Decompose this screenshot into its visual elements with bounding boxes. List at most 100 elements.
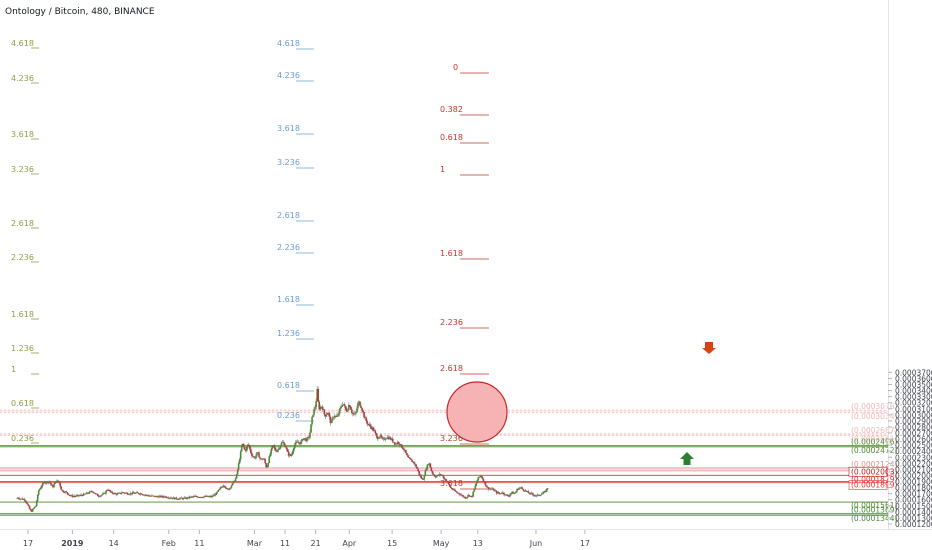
candle-body xyxy=(448,484,451,487)
candle-body xyxy=(535,495,538,497)
candle-body xyxy=(428,463,431,465)
fib-level-label: 2.236 xyxy=(277,243,300,252)
candle-body xyxy=(104,493,106,494)
candle-body xyxy=(378,437,381,439)
candle-body xyxy=(98,496,100,497)
candle-body xyxy=(440,474,443,476)
candle-body xyxy=(51,484,53,486)
candle-body xyxy=(285,447,288,450)
candle-body xyxy=(510,493,512,495)
time-axis[interactable]: 17 2019 14 Feb 11 Mar 11 21 Apr 15 May 13 Jun 17 xyxy=(23,530,590,548)
candle-body xyxy=(97,494,99,497)
fib-level-label: 1.618 xyxy=(277,295,300,304)
candle-body xyxy=(126,492,129,495)
candle-body xyxy=(49,481,51,483)
candle-body xyxy=(525,490,528,492)
fib-level-label: 0 xyxy=(453,63,458,72)
candle-body xyxy=(545,488,548,492)
candle-body xyxy=(84,493,87,495)
candle-body xyxy=(531,493,534,495)
y-tick-label: 0.0001400 xyxy=(895,508,932,517)
fib-level-label: 0.236 xyxy=(277,411,300,420)
candle-body xyxy=(258,452,260,458)
candle-body xyxy=(536,494,539,496)
candle-body xyxy=(21,498,24,500)
candle-body xyxy=(28,505,31,509)
candle-body xyxy=(409,457,411,459)
candle-body xyxy=(69,495,72,496)
candle-body xyxy=(319,407,322,410)
candle-body xyxy=(377,438,380,440)
candle-body xyxy=(283,443,286,446)
candle-body xyxy=(87,493,90,494)
candle-body xyxy=(34,505,37,507)
candle-body xyxy=(38,488,41,491)
candle-body xyxy=(252,455,254,457)
level-price-label: (0.0002496) xyxy=(851,437,897,446)
candle-body xyxy=(513,493,515,495)
x-tick-label: 11 xyxy=(280,539,290,548)
fib-level-label: 1.236 xyxy=(277,329,300,338)
candle-body xyxy=(487,487,490,490)
candle-body xyxy=(404,449,406,451)
candle-body xyxy=(165,496,168,498)
candle-body xyxy=(225,488,228,489)
candle-body xyxy=(215,492,217,496)
level-price-label: (0.0001561) xyxy=(851,501,897,510)
candle-body xyxy=(311,416,313,425)
candle-body xyxy=(64,491,67,493)
x-tick-label: 13 xyxy=(473,539,483,548)
candle-body xyxy=(394,443,397,445)
candle-body xyxy=(54,481,56,485)
candle-body xyxy=(464,496,466,499)
candle-body xyxy=(155,496,157,497)
candle-body xyxy=(186,497,189,499)
price-axis[interactable]: 0.00037000.00036000.00035000.00034000.00… xyxy=(888,368,932,529)
candle-body xyxy=(492,488,495,491)
candle-body xyxy=(304,438,306,440)
candle-body xyxy=(125,492,128,494)
candle-body xyxy=(421,478,424,480)
candle-body xyxy=(255,455,257,459)
level-price-label: (0.0001879) xyxy=(851,475,897,484)
fib-extension-right: 0 0.382 0.618 1 1.618 2.236 2.618 3.236 3.618 xyxy=(440,63,489,490)
x-tick-label: 2019 xyxy=(61,539,84,548)
candle-body xyxy=(333,416,336,418)
candle-body xyxy=(238,459,241,464)
candle-body xyxy=(206,495,208,497)
candle-body xyxy=(109,490,111,492)
y-tick-label: 0.0002800 xyxy=(895,423,932,432)
candle-body xyxy=(434,476,437,478)
candle-body xyxy=(32,508,35,510)
candle-body xyxy=(241,443,244,446)
x-tick-label: Apr xyxy=(342,539,357,548)
candle-body xyxy=(192,496,195,498)
candle-body xyxy=(363,412,365,418)
candle-body xyxy=(127,494,130,496)
candle-body xyxy=(201,496,203,498)
candle-body xyxy=(459,493,461,495)
candle-body xyxy=(288,454,291,456)
candle-body xyxy=(494,490,497,492)
candle-body xyxy=(481,476,484,479)
candle-body xyxy=(368,424,370,426)
candle-body xyxy=(85,492,88,494)
candle-body xyxy=(491,488,494,490)
candle-body xyxy=(214,494,216,496)
candle-body xyxy=(539,495,542,496)
candle-body xyxy=(70,495,73,497)
candle-body xyxy=(529,492,532,494)
candle-body xyxy=(179,497,182,499)
candle-body xyxy=(355,412,357,414)
candle-body xyxy=(455,491,457,492)
candle-body xyxy=(90,491,93,492)
candle-body xyxy=(153,495,155,497)
fib-level-label: 0.236 xyxy=(11,434,34,443)
x-tick-label: 11 xyxy=(194,539,204,548)
candle-body xyxy=(259,457,261,459)
candle-body xyxy=(349,405,351,407)
candle-body xyxy=(156,496,158,497)
candle-body xyxy=(227,489,230,490)
candle-body xyxy=(528,492,531,494)
